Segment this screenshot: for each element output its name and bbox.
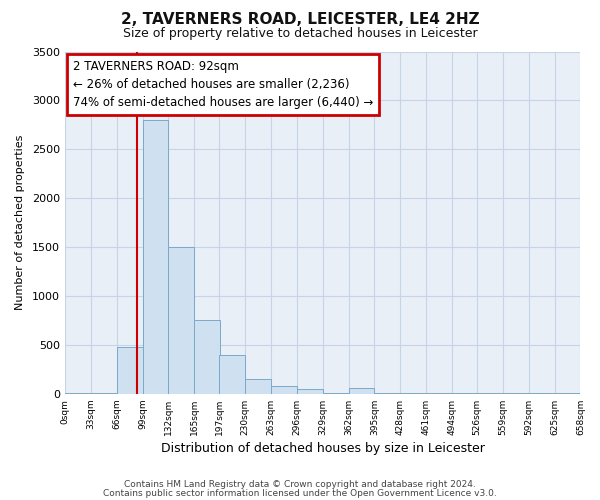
Bar [245,379,271,394]
Bar [143,120,169,394]
Y-axis label: Number of detached properties: Number of detached properties [15,135,25,310]
Bar [271,386,297,394]
Text: 2 TAVERNERS ROAD: 92sqm
← 26% of detached houses are smaller (2,236)
74% of semi: 2 TAVERNERS ROAD: 92sqm ← 26% of detache… [73,60,373,109]
Text: Contains public sector information licensed under the Open Government Licence v3: Contains public sector information licen… [103,488,497,498]
Bar [169,247,194,394]
Text: Contains HM Land Registry data © Crown copyright and database right 2024.: Contains HM Land Registry data © Crown c… [124,480,476,489]
Bar [116,347,143,394]
Text: 2, TAVERNERS ROAD, LEICESTER, LE4 2HZ: 2, TAVERNERS ROAD, LEICESTER, LE4 2HZ [121,12,479,28]
Bar [219,355,245,394]
Bar [349,388,374,394]
Bar [194,320,220,394]
Text: Size of property relative to detached houses in Leicester: Size of property relative to detached ho… [122,28,478,40]
Bar [297,389,323,394]
X-axis label: Distribution of detached houses by size in Leicester: Distribution of detached houses by size … [161,442,485,455]
